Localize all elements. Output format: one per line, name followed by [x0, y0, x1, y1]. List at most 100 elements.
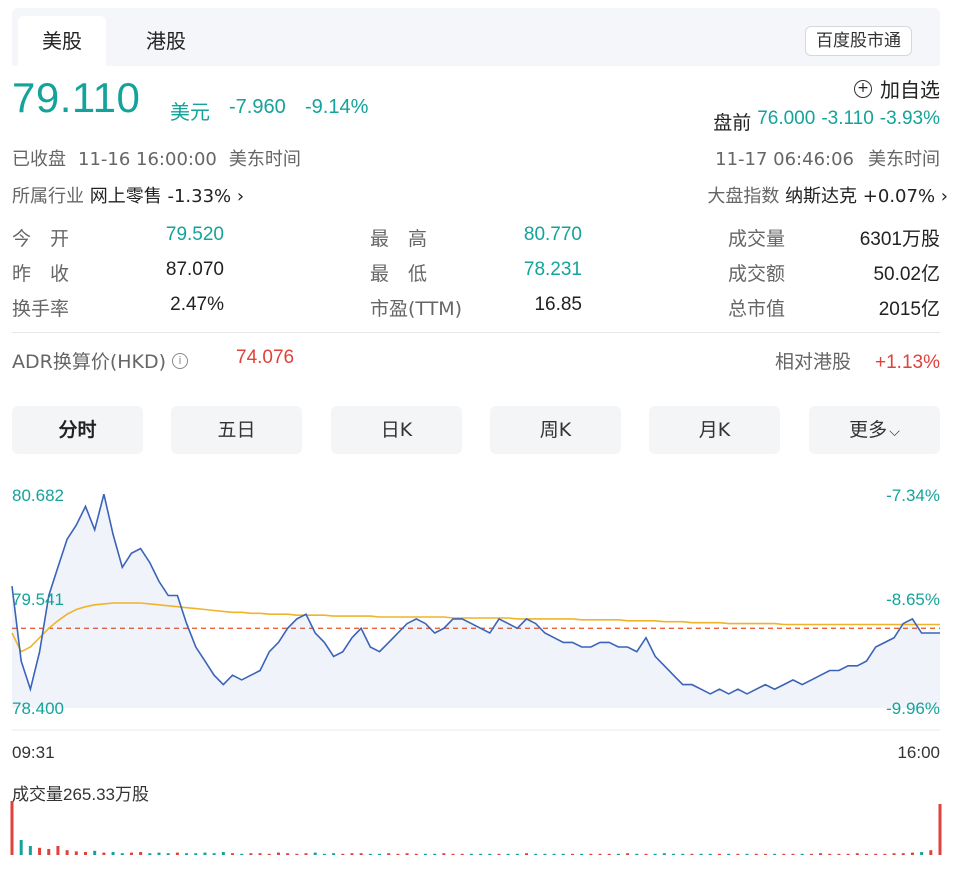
volume-bar [672, 853, 676, 855]
tab-hk-stock[interactable]: 港股 [146, 29, 186, 53]
y-left-tick-top: 80.682 [12, 486, 64, 505]
volume-bar [938, 804, 942, 855]
add-watchlist-button[interactable]: + 加自选 [854, 74, 940, 103]
volume-bar [139, 852, 143, 855]
volume-bar [662, 853, 666, 855]
volume-bar [874, 853, 878, 855]
volume-bar [864, 853, 868, 855]
industry-change: -1.33% [167, 186, 232, 207]
volume-bar [442, 853, 446, 855]
chevron-right-icon: › [236, 186, 245, 207]
volume-bar [681, 853, 685, 855]
volume-bar [368, 853, 372, 855]
low-label: 最 低 [370, 263, 428, 285]
info-icon[interactable]: i [172, 352, 189, 369]
volume-bar [708, 853, 712, 855]
volume-bar [102, 852, 106, 855]
adr-label-row: ADR换算价(HKD) i [12, 347, 189, 374]
pe-label: 市盈(TTM) [370, 298, 463, 320]
x-tick-start: 09:31 [12, 743, 55, 762]
volume-bar [580, 853, 584, 855]
market-cap-value: 2015亿 [878, 299, 940, 320]
tab-us-stock[interactable]: 美股 [18, 16, 106, 66]
period-tab-monthly[interactable]: 月K [649, 406, 780, 454]
volume-bar [74, 851, 78, 855]
volume-bar [341, 853, 345, 855]
baidu-stock-button[interactable]: 百度股市通 [805, 26, 912, 56]
index-link[interactable]: 大盘指数 纳斯达克 +0.07% › [707, 182, 948, 208]
volume-bar [727, 853, 731, 855]
volume-bar [589, 853, 593, 855]
volume-bar [111, 852, 115, 855]
volume-bar [773, 853, 777, 855]
volume-bar [754, 853, 758, 855]
period-tab-more[interactable]: 更多 ⌵ [809, 406, 940, 454]
index-label: 大盘指数 [707, 186, 780, 207]
average-price-line [11, 602, 940, 653]
intraday-chart[interactable]: 80.682 79.541 78.400 -7.34% -8.65% -9.96… [0, 470, 960, 877]
period-tab-daily[interactable]: 日K [331, 406, 462, 454]
market-status: 已收盘 11-16 16:00:00 美东时间 [12, 145, 313, 171]
volume-bar [304, 853, 308, 855]
premarket-timestamp: 11-17 06:46:06 [715, 149, 854, 170]
volume-bar [212, 853, 216, 855]
volume-bar [635, 853, 639, 855]
y-right-tick-mid: -8.65% [886, 590, 940, 609]
intraday-chart-svg [10, 493, 942, 855]
volume-bar [828, 853, 832, 855]
industry-link[interactable]: 所属行业 网上零售 -1.33% › [12, 182, 244, 208]
volume-bar [38, 847, 42, 855]
volume-bar [515, 853, 519, 855]
volume-bar [10, 801, 14, 855]
high-value: 80.770 [523, 224, 582, 245]
volume-bar [920, 852, 924, 855]
volume-bar [350, 853, 354, 855]
industry-name: 网上零售 [89, 186, 162, 207]
volume-bar [129, 852, 133, 855]
volume-bar [910, 852, 914, 855]
high-label: 最 高 [370, 228, 428, 250]
volume-bar [901, 853, 905, 855]
volume-bar [598, 853, 602, 855]
y-left-tick-bottom: 78.400 [12, 699, 64, 718]
volume-bar [745, 853, 749, 855]
volume-bar [332, 853, 336, 855]
volume-bar [378, 853, 382, 855]
volume-bar [93, 850, 97, 855]
volume-bar [322, 853, 326, 855]
open-label: 今 开 [12, 228, 70, 250]
amount-label: 成交额 [728, 263, 786, 285]
close-timezone: 美东时间 [228, 149, 301, 170]
period-tab-weekly[interactable]: 周K [490, 406, 621, 454]
volume-bar [84, 852, 88, 855]
premarket-timezone: 美东时间 [868, 149, 940, 170]
add-watchlist-label: 加自选 [880, 78, 940, 102]
volume-bar [185, 853, 189, 855]
prev-close-value: 87.070 [165, 259, 224, 280]
volume-bar [846, 853, 850, 855]
period-tab-5day[interactable]: 五日 [171, 406, 302, 454]
volume-bar [782, 853, 786, 855]
volume-label: 成交量 [728, 228, 786, 250]
premarket-change: -3.110 [821, 108, 874, 129]
volume-bar [763, 853, 767, 855]
volume-bar [120, 853, 124, 855]
price-change-percent: -9.14% [305, 96, 369, 118]
volume-summary: 成交量265.33万股 [12, 785, 149, 804]
volume-bar [405, 853, 409, 855]
volume-bar [396, 853, 400, 855]
volume-bar [175, 852, 179, 855]
amount-value: 50.02亿 [873, 264, 940, 285]
volume-bar [276, 852, 280, 855]
volume-bar [561, 853, 565, 855]
volume-bar [699, 853, 703, 855]
volume-bar [460, 853, 464, 855]
volume-bar [166, 853, 170, 855]
volume-bar [626, 853, 630, 855]
current-price: 79.110 [12, 74, 141, 121]
x-tick-end: 16:00 [897, 743, 940, 762]
adr-label: ADR换算价(HKD) [12, 351, 167, 373]
index-name: 纳斯达克 [785, 186, 858, 207]
volume-bar [148, 853, 152, 855]
period-tab-intraday[interactable]: 分时 [12, 406, 143, 454]
